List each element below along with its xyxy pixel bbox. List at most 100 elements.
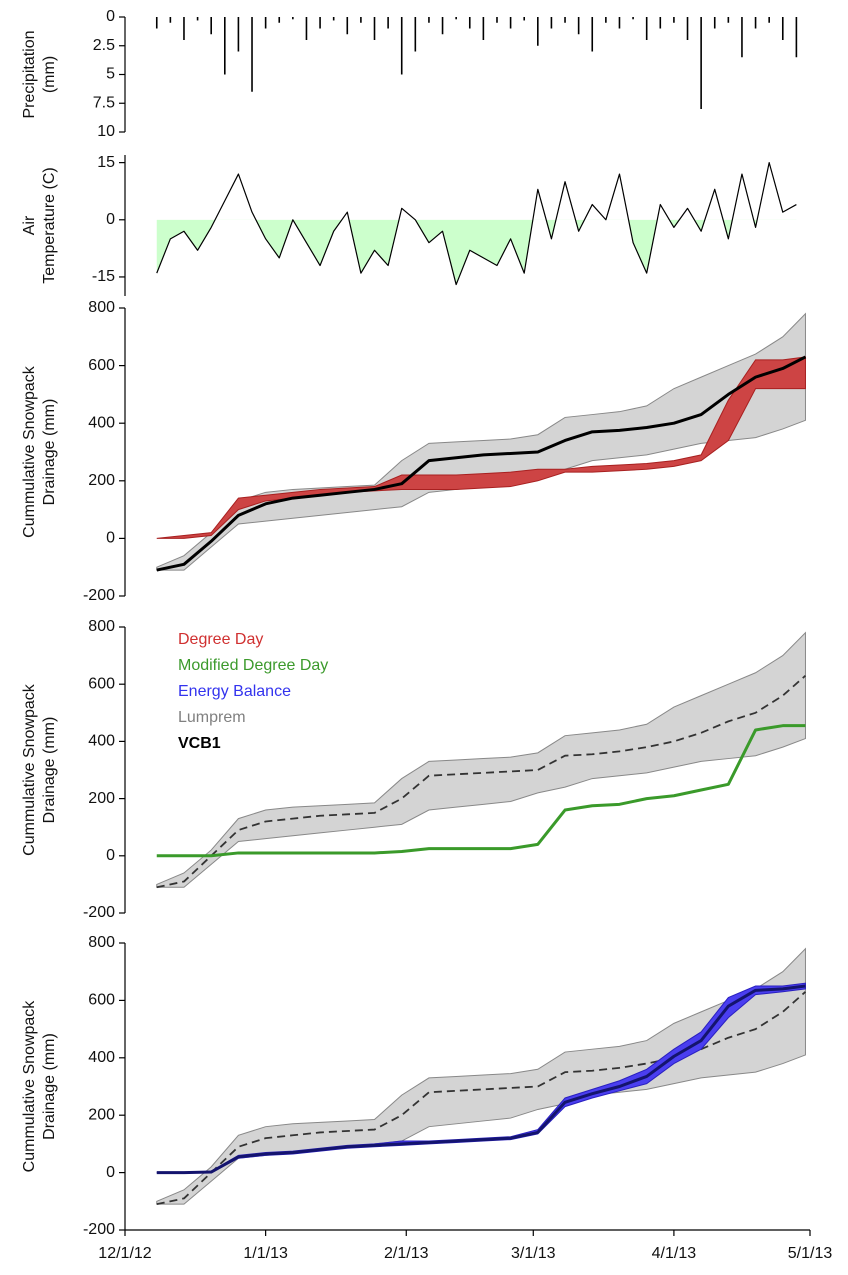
series-line — [156, 674, 807, 889]
precip-bar — [632, 17, 634, 20]
range-band — [156, 947, 806, 1205]
precip-bar — [373, 17, 376, 40]
precip-bar — [673, 17, 675, 23]
precip-bar — [155, 17, 158, 29]
y-axis-label: Drainage (mm) — [41, 399, 58, 506]
precip-bar — [414, 17, 417, 52]
y-tick-label: 600 — [88, 357, 115, 374]
y-tick-label: 600 — [88, 675, 115, 692]
precip-bar — [727, 17, 730, 23]
range-band — [156, 356, 806, 539]
precip-bar — [237, 17, 240, 52]
precip-bar — [428, 17, 430, 23]
legend-entry: VCB1 — [178, 735, 221, 752]
precip-bar — [659, 17, 662, 29]
precip-bar — [264, 17, 267, 29]
series-line — [156, 984, 806, 1175]
precip-bar — [346, 17, 349, 35]
x-tick-label: 12/1/12 — [98, 1245, 151, 1262]
y-tick-label: 400 — [88, 414, 115, 431]
y-tick-label: 0 — [106, 530, 115, 547]
y-axis-label: Drainage (mm) — [41, 1033, 58, 1140]
precip-bar — [577, 17, 580, 35]
y-tick-label: 200 — [88, 1106, 115, 1123]
series-line — [156, 355, 807, 572]
y-tick-label: 800 — [88, 618, 115, 635]
y-tick-label: 200 — [88, 472, 115, 489]
y-tick-label: 0 — [106, 8, 115, 25]
y-tick-label: 0 — [106, 1164, 115, 1181]
x-tick-label: 5/1/13 — [788, 1245, 833, 1262]
y-tick-label: 0 — [106, 211, 115, 228]
y-tick-label: 200 — [88, 790, 115, 807]
x-tick-label: 3/1/13 — [511, 1245, 556, 1262]
legend-entry: Degree Day — [178, 631, 263, 648]
precip-bar — [210, 17, 212, 35]
y-axis-label: (mm) — [41, 56, 58, 93]
y-axis-label: Temperature (C) — [41, 167, 58, 283]
y-tick-label: -200 — [83, 587, 115, 604]
precip-bar — [468, 17, 471, 29]
x-tick-label: 1/1/13 — [243, 1245, 288, 1262]
precip-bar — [169, 17, 172, 23]
precip-bar — [455, 17, 457, 20]
range-band — [156, 312, 806, 571]
y-tick-label: 400 — [88, 733, 115, 750]
precip-bar — [741, 17, 743, 58]
precip-bar — [605, 17, 607, 23]
y-tick-label: 800 — [88, 299, 115, 316]
precip-bar — [278, 17, 281, 23]
precip-bar — [400, 17, 403, 75]
precip-bar — [768, 17, 770, 23]
y-axis-label: Drainage (mm) — [41, 717, 58, 824]
precip-bar — [482, 17, 485, 40]
precip-bar — [496, 17, 498, 23]
y-tick-label: -200 — [83, 1221, 115, 1238]
precip-bar — [332, 17, 335, 21]
precip-bar — [305, 17, 308, 40]
y-axis-label: Air — [21, 215, 38, 235]
precip-bar — [251, 17, 253, 92]
precip-bar — [441, 17, 444, 35]
precip-bar — [618, 17, 621, 29]
legend-entry: Lumprem — [178, 709, 246, 726]
precip-bar — [360, 17, 362, 23]
y-tick-label: 400 — [88, 1049, 115, 1066]
precip-bar — [196, 17, 199, 21]
precip-bar — [754, 17, 757, 29]
precip-bar — [645, 17, 648, 40]
y-tick-label: 5 — [106, 66, 115, 83]
precip-bar — [183, 17, 185, 40]
precip-bar — [523, 17, 526, 21]
precip-bar — [509, 17, 512, 29]
precip-bar — [591, 17, 594, 52]
precip-bar — [795, 17, 798, 58]
precip-bar — [781, 17, 784, 40]
precip-bar — [564, 17, 566, 23]
legend-entry: Modified Degree Day — [178, 657, 328, 674]
legend-entry: Energy Balance — [178, 683, 291, 700]
y-tick-label: -15 — [92, 268, 115, 285]
series-line — [156, 724, 806, 858]
y-tick-label: 600 — [88, 992, 115, 1009]
precip-bar — [713, 17, 716, 29]
precip-bar — [387, 17, 389, 29]
y-tick-label: 800 — [88, 934, 115, 951]
y-tick-label: 7.5 — [93, 94, 115, 111]
precip-bar — [537, 17, 539, 46]
y-tick-label: 0 — [106, 847, 115, 864]
precip-bar — [550, 17, 553, 29]
y-axis-label: Cummulative Snowpack — [21, 365, 38, 538]
precip-bar — [686, 17, 689, 40]
y-tick-label: 2.5 — [93, 37, 115, 54]
precip-bar — [224, 17, 226, 75]
y-axis-label: Cummulative Snowpack — [21, 683, 38, 856]
y-tick-label: 15 — [97, 154, 115, 171]
y-tick-label: 10 — [97, 123, 115, 140]
precip-bar — [319, 17, 321, 29]
x-tick-label: 4/1/13 — [652, 1245, 697, 1262]
range-band — [156, 631, 806, 888]
precip-bar — [700, 17, 702, 109]
y-axis-label: Cummulative Snowpack — [21, 1000, 38, 1173]
